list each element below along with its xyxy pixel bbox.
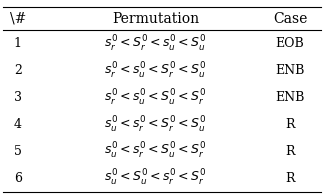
Text: 5: 5 bbox=[14, 145, 22, 158]
Text: 1: 1 bbox=[14, 37, 22, 50]
Text: ENB: ENB bbox=[275, 91, 305, 104]
Text: 4: 4 bbox=[14, 118, 22, 131]
Text: $s_u^0 < s_r^0 < S_u^0 < S_r^0$: $s_u^0 < s_r^0 < S_u^0 < S_r^0$ bbox=[104, 141, 207, 162]
Text: $s_u^0 < s_r^0 < S_r^0 < S_u^0$: $s_u^0 < s_r^0 < S_r^0 < S_u^0$ bbox=[104, 114, 207, 134]
Text: ENB: ENB bbox=[275, 64, 305, 77]
Text: $s_r^0 < s_u^0 < S_r^0 < S_u^0$: $s_r^0 < s_u^0 < S_r^0 < S_u^0$ bbox=[104, 61, 207, 81]
Text: EOB: EOB bbox=[276, 37, 304, 50]
Text: R: R bbox=[285, 145, 295, 158]
Text: $s_u^0 < S_u^0 < s_r^0 < S_r^0$: $s_u^0 < S_u^0 < s_r^0 < S_r^0$ bbox=[104, 168, 207, 188]
Text: Permutation: Permutation bbox=[112, 12, 199, 26]
Text: 6: 6 bbox=[14, 172, 22, 185]
Text: $s_r^0 < s_u^0 < S_u^0 < S_r^0$: $s_r^0 < s_u^0 < S_u^0 < S_r^0$ bbox=[104, 88, 207, 108]
Text: R: R bbox=[285, 118, 295, 131]
Text: 2: 2 bbox=[14, 64, 22, 77]
Text: $s_r^0 < S_r^0 < s_u^0 < S_u^0$: $s_r^0 < S_r^0 < s_u^0 < S_u^0$ bbox=[104, 34, 207, 54]
Text: Case: Case bbox=[273, 12, 307, 26]
Text: R: R bbox=[285, 172, 295, 185]
Text: 3: 3 bbox=[14, 91, 22, 104]
Text: \#: \# bbox=[10, 12, 26, 26]
